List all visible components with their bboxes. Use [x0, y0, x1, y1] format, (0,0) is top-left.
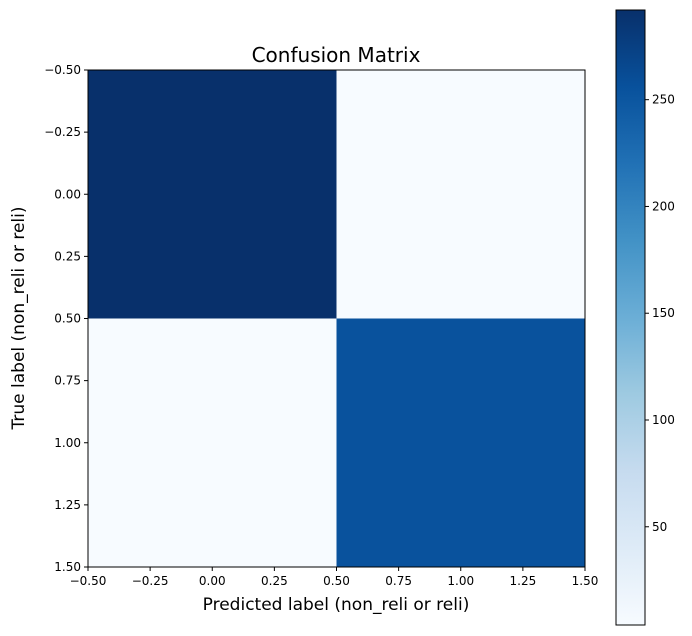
x-axis-label: Predicted label (non_reli or reli) [203, 595, 470, 615]
y-tick-label: −0.50 [44, 63, 81, 77]
colorbar-ticks: 50 100 150 200 250 [645, 93, 675, 534]
x-tick-label: 0.50 [323, 574, 350, 588]
x-tick-label: −0.50 [70, 574, 107, 588]
cell-non_reli-reli [336, 70, 585, 319]
colorbar-tick-label: 50 [652, 520, 667, 534]
chart-title: Confusion Matrix [252, 43, 421, 67]
y-tick-label: 1.00 [54, 436, 81, 450]
colorbar-tick-label: 250 [652, 93, 675, 107]
colorbar-tick-label: 150 [652, 306, 675, 320]
y-tick-label: 1.50 [54, 560, 81, 574]
cell-reli-reli [336, 318, 585, 567]
cell-reli-non_reli [88, 318, 337, 567]
x-tick-label: 1.50 [572, 574, 599, 588]
x-tick-label: 0.00 [199, 574, 226, 588]
x-tick-label: −0.25 [132, 574, 169, 588]
colorbar-tick-label: 100 [652, 413, 675, 427]
x-tick-label: 1.00 [447, 574, 474, 588]
y-tick-label: 0.25 [54, 249, 81, 263]
x-tick-label: 0.25 [261, 574, 288, 588]
x-axis-ticks: −0.50 −0.25 0.00 0.25 0.50 0.75 1.00 1.25 1.50 [70, 567, 599, 588]
y-tick-label: −0.25 [44, 125, 81, 139]
x-tick-label: 1.25 [510, 574, 537, 588]
y-tick-label: 0.00 [54, 187, 81, 201]
y-tick-label: 0.50 [54, 312, 81, 326]
y-axis-label: True label (non_reli or reli) [9, 207, 29, 431]
colorbar-tick-label: 200 [652, 199, 675, 213]
y-tick-label: 0.75 [54, 374, 81, 388]
cell-non_reli-non_reli [88, 70, 337, 319]
y-tick-label: 1.25 [54, 498, 81, 512]
colorbar [615, 9, 646, 626]
y-axis-ticks: −0.50 −0.25 0.00 0.25 0.50 0.75 1.00 1.25 1.50 [44, 63, 88, 574]
heatmap-cells [88, 70, 585, 567]
x-tick-label: 0.75 [385, 574, 412, 588]
